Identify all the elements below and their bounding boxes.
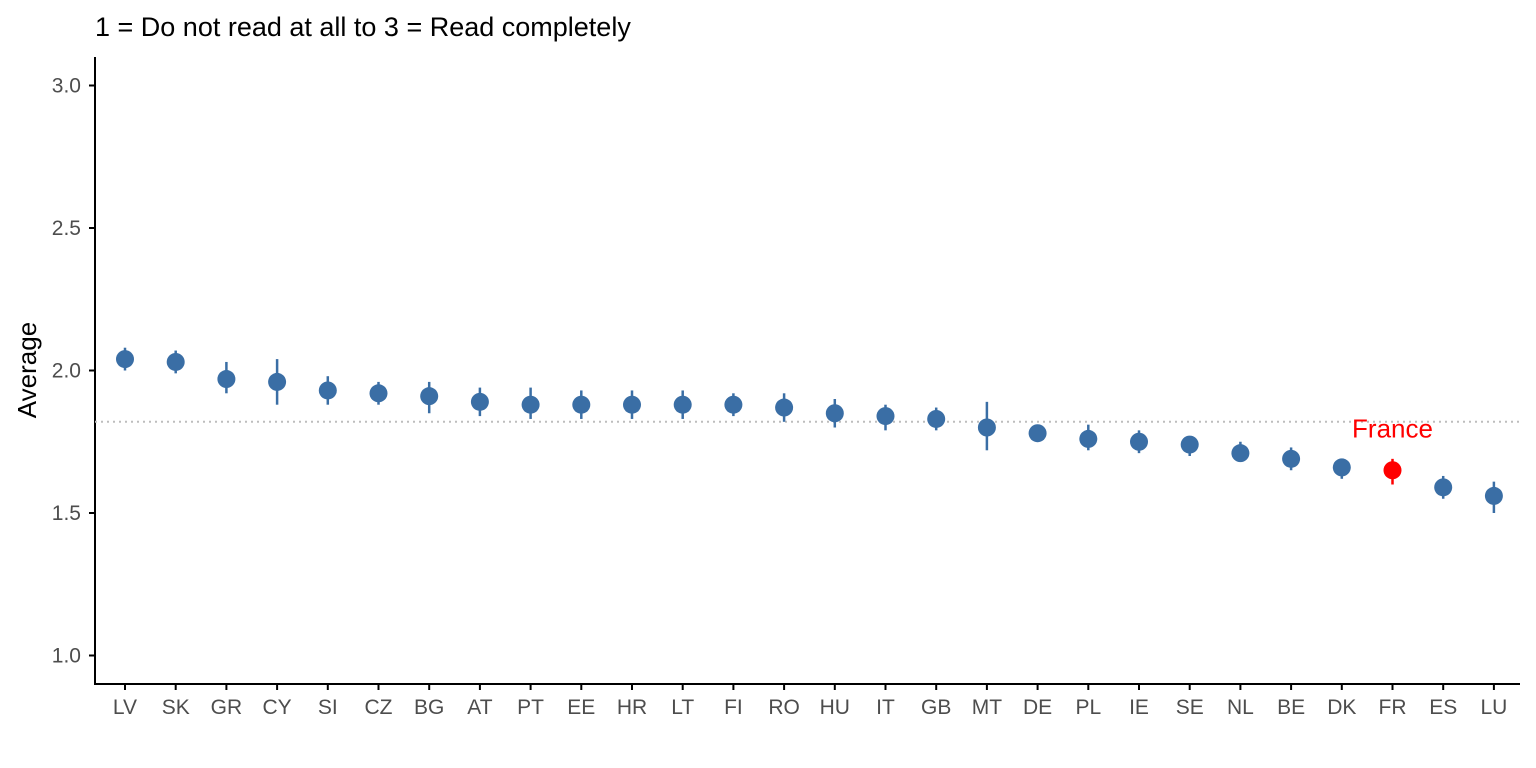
x-tick-label-lt: LT bbox=[671, 696, 694, 719]
point-se bbox=[1180, 435, 1199, 454]
x-tick-label-dk: DK bbox=[1327, 696, 1356, 719]
point-at bbox=[470, 392, 489, 411]
x-tick-label-gb: GB bbox=[921, 696, 951, 719]
y-axis-ticks: 1.0 1.5 2.0 2.5 3.0 bbox=[52, 75, 95, 668]
point-ie bbox=[1130, 432, 1148, 451]
y-tick-label: 2.0 bbox=[52, 360, 81, 383]
point-be bbox=[1282, 449, 1301, 468]
point-mt bbox=[977, 418, 996, 437]
point-ro bbox=[775, 398, 794, 417]
x-tick-label-pt: PT bbox=[517, 696, 544, 719]
y-axis-label: Average bbox=[12, 322, 42, 418]
point-sk bbox=[166, 352, 185, 371]
point-cz bbox=[369, 384, 388, 403]
point-cy bbox=[268, 372, 287, 391]
france-annotation: France bbox=[1352, 413, 1433, 443]
x-tick-label-ee: EE bbox=[567, 696, 595, 719]
x-tick-label-nl: NL bbox=[1227, 696, 1254, 719]
point-gb bbox=[927, 409, 946, 428]
point-it bbox=[876, 407, 895, 426]
point-si bbox=[318, 381, 337, 400]
x-tick-label-bg: BG bbox=[414, 696, 444, 719]
x-tick-label-ie: IE bbox=[1129, 696, 1149, 719]
y-tick-label: 2.5 bbox=[52, 217, 81, 240]
point-fr bbox=[1383, 461, 1402, 480]
x-tick-label-es: ES bbox=[1429, 696, 1457, 719]
point-fi bbox=[724, 395, 743, 414]
x-axis-ticks: LV SK GR CY SI CZ BG AT PT EE HR LT FI RO HU IT GB MT DE PL… bbox=[113, 684, 1507, 719]
x-tick-label-se: SE bbox=[1176, 696, 1204, 719]
x-tick-label-pl: PL bbox=[1075, 696, 1101, 719]
x-tick-label-cz: CZ bbox=[365, 696, 393, 719]
point-pt bbox=[521, 395, 540, 414]
y-tick-label: 1.0 bbox=[52, 645, 81, 668]
x-tick-label-gr: GR bbox=[211, 696, 243, 719]
x-tick-label-lu: LU bbox=[1480, 696, 1507, 719]
y-tick-label: 1.5 bbox=[52, 502, 81, 525]
point-lt bbox=[673, 395, 692, 414]
point-lv bbox=[116, 350, 134, 369]
point-es bbox=[1434, 478, 1453, 497]
x-tick-label-hr: HR bbox=[617, 696, 647, 719]
x-tick-label-hu: HU bbox=[820, 696, 850, 719]
data-points bbox=[116, 350, 1503, 505]
x-tick-label-de: DE bbox=[1023, 696, 1052, 719]
chart-subtitle: 1 = Do not read at all to 3 = Read compl… bbox=[95, 12, 631, 42]
x-tick-label-lv: LV bbox=[113, 696, 137, 719]
point-ee bbox=[572, 395, 591, 414]
x-tick-label-at: AT bbox=[467, 696, 492, 719]
point-hr bbox=[623, 395, 641, 414]
x-tick-label-ro: RO bbox=[768, 696, 800, 719]
x-tick-label-fi: FI bbox=[724, 696, 743, 719]
point-bg bbox=[420, 387, 439, 406]
point-nl bbox=[1231, 444, 1250, 463]
x-tick-label-fr: FR bbox=[1379, 696, 1407, 719]
x-tick-label-cy: CY bbox=[263, 696, 292, 719]
point-hu bbox=[825, 404, 844, 423]
point-lu bbox=[1484, 486, 1503, 505]
y-tick-label: 3.0 bbox=[52, 75, 81, 98]
point-dk bbox=[1332, 458, 1351, 477]
x-tick-label-mt: MT bbox=[972, 696, 1002, 719]
x-tick-label-be: BE bbox=[1277, 696, 1305, 719]
point-de bbox=[1028, 424, 1047, 443]
error-bars bbox=[123, 347, 1496, 513]
x-tick-label-si: SI bbox=[318, 696, 338, 719]
point-gr bbox=[217, 370, 236, 389]
point-pl bbox=[1079, 429, 1098, 448]
x-tick-label-it: IT bbox=[876, 696, 895, 719]
x-tick-label-sk: SK bbox=[162, 696, 190, 719]
